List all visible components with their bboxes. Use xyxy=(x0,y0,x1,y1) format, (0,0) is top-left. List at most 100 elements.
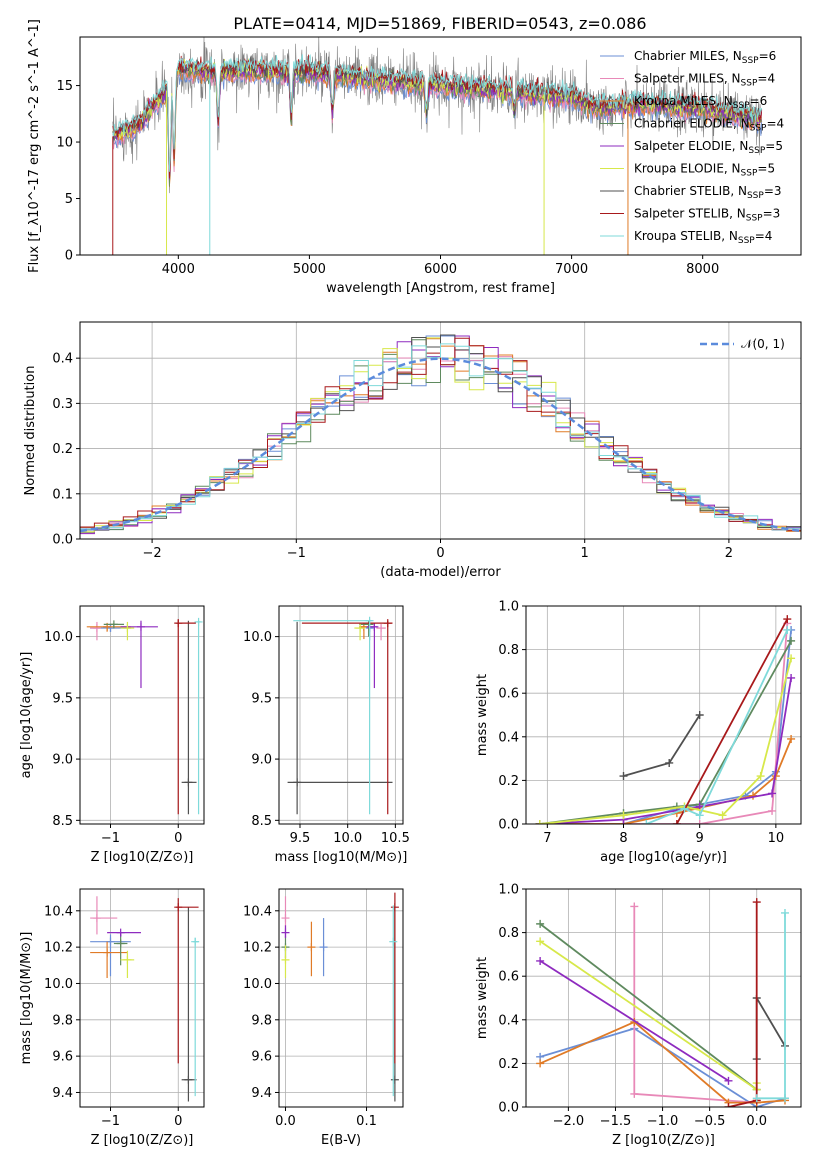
legend-subscript: SSP xyxy=(741,169,758,179)
errorbar-marker xyxy=(103,948,112,957)
weight-marker xyxy=(787,734,796,743)
x-tick-label: −2 xyxy=(143,546,162,561)
legend-label: 𝒩(0, 1) xyxy=(741,337,785,351)
mass-weight-vs-age-panel: 7 8 9 10 0.0 0.2 0.4 0.6 0.8 1.0 age [log10(age/yr… xyxy=(475,600,802,865)
errorbar-marker xyxy=(281,955,290,964)
errorbar-marker xyxy=(106,624,115,633)
weight-marker xyxy=(787,654,796,663)
y-axis-label: Flux [f_λ10^-17 erg cm^-2 s^-1 A^-1] xyxy=(27,19,42,273)
weight-marker xyxy=(752,898,761,907)
y-tick-label: 0.0 xyxy=(498,1101,519,1116)
plot-area xyxy=(536,898,789,1107)
legend-value: =4 xyxy=(766,117,784,131)
mass-weight-vs-metallicity-panel: −2.0 −1.5 −1.0 −0.5 0.0 0.0 0.2 0.4 0.6 0.8 1.0 Z [… xyxy=(475,883,802,1148)
legend-value: =3 xyxy=(763,207,781,221)
axes-frame xyxy=(79,888,205,1108)
x-tick-label: 2 xyxy=(725,546,733,561)
legend-value: =5 xyxy=(757,162,775,176)
weight-marker xyxy=(536,919,545,928)
figure-title: PLATE=0414, MJD=51869, FIBERID=0543, z=0… xyxy=(233,14,646,33)
errorbar-marker xyxy=(174,619,183,628)
y-tick-label: 1.0 xyxy=(498,883,519,898)
axes-frame xyxy=(278,605,404,825)
errorbar-marker xyxy=(307,943,316,952)
y-tick-label: 0.2 xyxy=(52,442,73,457)
weight-marker xyxy=(752,1094,761,1103)
x-axis-label: Z [log10(Z/Z⊙)] xyxy=(91,850,194,865)
x-axis-label: mass [log10(M/M⊙)] xyxy=(275,850,408,865)
errorbar-marker xyxy=(92,624,101,633)
y-tick-label: 0.4 xyxy=(498,1013,519,1028)
mass-vs-extinction-panel: 0.0 0.1 9.4 9.6 9.8 10.0 10.2 10.4 E(B-V) xyxy=(243,888,404,1148)
weight-marker xyxy=(630,1089,639,1098)
y-tick-label: 1.0 xyxy=(498,600,519,615)
y-tick-label: 8.5 xyxy=(251,814,272,829)
weight-marker xyxy=(695,820,704,824)
legend-label: Kroupa ELODIE, NSSP=5 xyxy=(634,162,775,179)
errorbar-marker xyxy=(356,624,365,633)
weight-marker xyxy=(718,811,727,820)
weight-line xyxy=(646,629,789,824)
y-tick-label: 9.6 xyxy=(251,1050,272,1065)
legend-label: Kroupa STELIB, NSSP=4 xyxy=(634,229,772,246)
plot-area xyxy=(281,892,399,1102)
x-tick-label: 9 xyxy=(696,831,704,846)
weight-line xyxy=(539,623,789,824)
weight-line xyxy=(676,618,789,824)
legend-value: =3 xyxy=(764,184,782,198)
spectrum-panel: Chabrier MILES, NSSP=6 Salpeter MILES, NS… xyxy=(27,19,802,296)
weight-marker xyxy=(783,625,792,634)
x-tick-label: 4000 xyxy=(162,262,195,277)
y-tick-label: 0.6 xyxy=(498,970,519,985)
y-axis-label: age [log10(age/yr)] xyxy=(19,652,34,779)
x-tick-label: 8 xyxy=(619,831,627,846)
legend-label: Salpeter ELODIE, NSSP=5 xyxy=(634,139,783,156)
y-axis-label: mass weight xyxy=(475,957,490,1039)
y-tick-label: 9.4 xyxy=(251,1086,272,1101)
errorbar-marker xyxy=(390,1075,399,1084)
weight-marker xyxy=(536,956,545,965)
axes-frame xyxy=(525,888,802,1108)
errorbar-marker xyxy=(281,914,290,923)
x-tick-label: 10.0 xyxy=(333,831,362,846)
histogram-step-line xyxy=(80,334,801,531)
y-tick-label: 0.3 xyxy=(52,397,73,412)
plot-area xyxy=(112,37,763,255)
x-tick-label: −1 xyxy=(101,1114,120,1129)
errorbar-marker xyxy=(184,778,193,787)
weight-line xyxy=(633,906,757,1104)
errorbar-marker xyxy=(389,937,398,946)
x-tick-label: 0.0 xyxy=(746,1114,767,1129)
legend-value: =4 xyxy=(755,229,773,243)
weight-marker xyxy=(724,1103,733,1107)
x-tick-label: −0.5 xyxy=(694,1114,726,1129)
x-axis-label: wavelength [Angstrom, rest frame] xyxy=(326,281,555,296)
errorbar-marker xyxy=(319,943,328,952)
y-tick-label: 8.5 xyxy=(52,814,73,829)
spectrum-model-line xyxy=(112,54,763,179)
weight-marker xyxy=(768,789,777,798)
y-tick-label: 10.4 xyxy=(44,904,73,919)
plot-area xyxy=(86,617,203,815)
y-tick-label: 10.2 xyxy=(243,941,272,956)
y-tick-label: 9.8 xyxy=(52,1013,73,1028)
axes-frame xyxy=(525,605,802,825)
errorbar-marker xyxy=(174,903,183,912)
errorbar-marker xyxy=(123,624,132,633)
weight-marker xyxy=(619,772,628,781)
plot-area xyxy=(90,896,200,1102)
x-axis-label: Z [log10(Z/Z⊙)] xyxy=(91,1133,194,1148)
x-tick-label: 8000 xyxy=(686,262,719,277)
y-tick-label: 5 xyxy=(65,192,73,207)
weight-line xyxy=(539,940,758,1092)
y-tick-label: 0.1 xyxy=(52,487,73,502)
errorbar-marker xyxy=(106,937,115,946)
legend-label: Salpeter MILES, NSSP=4 xyxy=(634,72,775,89)
y-tick-label: 0.0 xyxy=(52,533,73,548)
normal-curve-line xyxy=(80,357,801,533)
errorbar-marker xyxy=(194,617,203,626)
errorbar-marker xyxy=(293,778,302,787)
x-tick-label: −2.0 xyxy=(553,1114,585,1129)
plot-area xyxy=(287,616,393,815)
x-tick-label: 7 xyxy=(543,831,551,846)
